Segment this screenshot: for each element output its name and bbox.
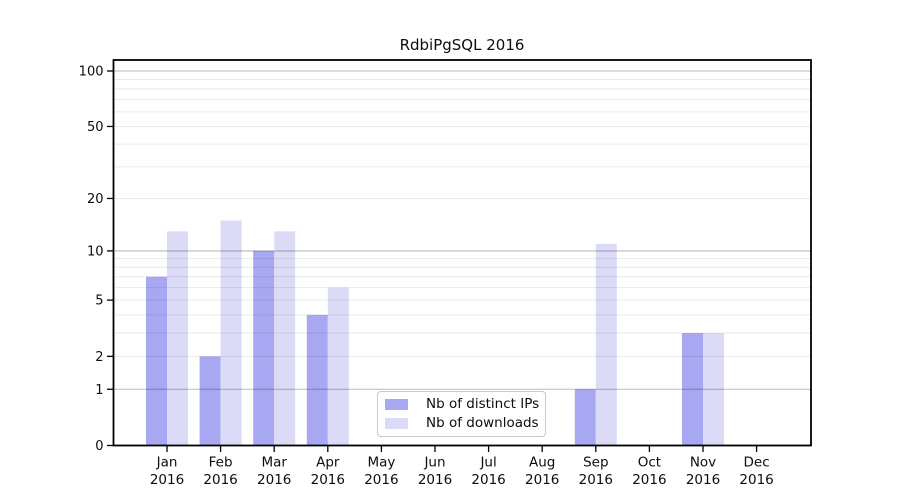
x-tick-label-year-oct: 2016	[632, 472, 666, 488]
x-tick-label-year-jun: 2016	[418, 472, 452, 488]
x-tick-label-month-nov: Nov	[690, 455, 716, 471]
x-tick-label-year-jul: 2016	[471, 472, 505, 488]
x-tick-label-month-mar: Mar	[261, 455, 287, 471]
y-tick-label-10: 10	[87, 244, 104, 259]
x-tick-label-year-mar: 2016	[257, 472, 291, 488]
x-tick-label-month-jan: Jan	[156, 455, 178, 471]
x-tick-label-month-sep: Sep	[583, 455, 608, 471]
x-tick-label-year-dec: 2016	[739, 472, 773, 488]
x-tick-label-month-feb: Feb	[209, 455, 233, 471]
legend: Nb of distinct IPs Nb of downloads	[377, 391, 546, 437]
x-tick-label-year-feb: 2016	[203, 472, 237, 488]
y-tick-label-50: 50	[87, 120, 104, 135]
y-tick-label-1: 1	[95, 383, 103, 398]
x-tick-label-year-nov: 2016	[686, 472, 720, 488]
bar-downloads-jan	[167, 231, 188, 446]
plot-border	[112, 59, 812, 447]
legend-row-distinct-ips: Nb of distinct IPs	[385, 396, 545, 412]
y-tick-label-100: 100	[79, 65, 104, 80]
legend-row-downloads: Nb of downloads	[385, 415, 545, 431]
x-tick-label-year-may: 2016	[364, 472, 398, 488]
bar-distinct-ips-apr	[306, 314, 328, 446]
bar-distinct-ips-feb	[199, 356, 221, 446]
bar-distinct-ips-jan	[146, 276, 167, 446]
bar-distinct-ips-nov	[682, 333, 703, 446]
chart-title: RdbiPgSQL 2016	[399, 36, 525, 54]
y-tick-label-2: 2	[95, 350, 103, 365]
x-tick-label-year-sep: 2016	[579, 472, 613, 488]
x-tick-label-month-may: May	[367, 455, 395, 471]
bar-distinct-ips-mar	[253, 250, 275, 446]
x-tick-label-month-dec: Dec	[744, 455, 770, 471]
bar-downloads-nov	[703, 333, 724, 446]
x-tick-label-year-jan: 2016	[150, 472, 184, 488]
x-tick-label-month-jul: Jul	[479, 455, 496, 471]
bar-downloads-sep	[595, 243, 617, 446]
y-tick-label-5: 5	[95, 294, 103, 309]
y-tick-label-0: 0	[95, 439, 103, 454]
x-tick-label-month-apr: Apr	[316, 455, 340, 471]
bar-downloads-mar	[274, 231, 296, 446]
bar-downloads-feb	[220, 220, 242, 446]
bar-distinct-ips-sep	[574, 389, 596, 446]
y-tick-label-20: 20	[87, 192, 104, 207]
x-tick-label-year-aug: 2016	[525, 472, 559, 488]
x-tick-label-month-oct: Oct	[638, 455, 661, 471]
x-tick-label-year-apr: 2016	[311, 472, 345, 488]
x-tick-label-month-aug: Aug	[529, 455, 555, 471]
legend-label-distinct-ips: Nb of distinct IPs	[426, 396, 540, 412]
x-tick-label-month-jun: Jun	[423, 455, 445, 471]
bar-downloads-apr	[327, 287, 349, 446]
legend-swatch-downloads	[385, 418, 408, 429]
legend-label-downloads: Nb of downloads	[426, 415, 539, 431]
legend-swatch-distinct-ips	[385, 399, 408, 410]
